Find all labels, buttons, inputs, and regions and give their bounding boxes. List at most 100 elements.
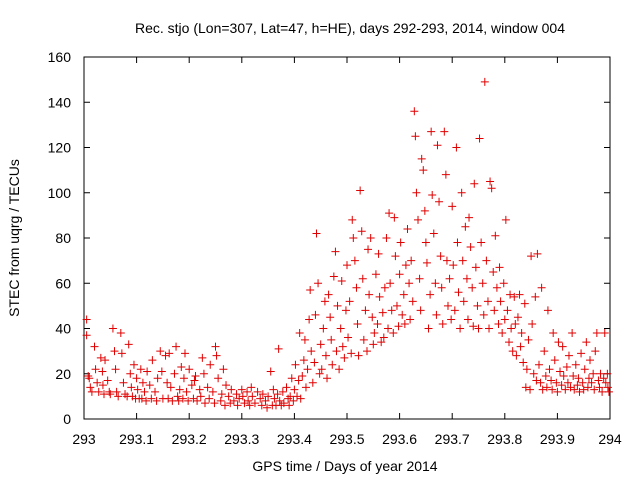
data-point bbox=[604, 387, 613, 396]
data-point bbox=[279, 399, 288, 408]
data-point bbox=[189, 394, 198, 403]
data-point bbox=[526, 385, 535, 394]
data-point bbox=[557, 381, 566, 390]
data-point bbox=[399, 290, 408, 299]
data-point bbox=[390, 213, 399, 222]
x-axis-label: GPS time / Days of year 2014 bbox=[252, 458, 437, 474]
data-point bbox=[327, 335, 336, 344]
data-point bbox=[156, 347, 165, 356]
data-point bbox=[270, 394, 279, 403]
data-point bbox=[96, 353, 105, 362]
data-point bbox=[137, 394, 146, 403]
data-point bbox=[298, 372, 307, 381]
data-point bbox=[82, 315, 91, 324]
data-point bbox=[229, 396, 238, 405]
data-point bbox=[349, 234, 358, 242]
y-tick-label: 60 bbox=[55, 275, 71, 291]
data-point bbox=[317, 365, 326, 374]
data-point bbox=[121, 390, 130, 399]
data-point bbox=[536, 378, 545, 387]
data-point bbox=[132, 374, 141, 383]
data-point bbox=[391, 252, 400, 261]
data-point bbox=[512, 351, 521, 360]
data-point bbox=[411, 132, 420, 141]
data-point bbox=[547, 376, 556, 385]
data-point bbox=[482, 256, 491, 265]
data-point bbox=[507, 324, 516, 333]
data-point bbox=[528, 319, 537, 328]
y-tick-label: 80 bbox=[55, 230, 71, 246]
y-axis-label: STEC from uqrg / TECUs bbox=[6, 159, 22, 317]
data-point bbox=[180, 349, 189, 358]
x-axis: 293 293.1 293.2 293.3 293.4 293.5 293.6 293.7 29… bbox=[72, 57, 622, 447]
data-point bbox=[519, 358, 528, 367]
data-point bbox=[471, 263, 480, 272]
data-point bbox=[198, 353, 207, 362]
data-point bbox=[200, 399, 209, 408]
data-point bbox=[289, 396, 298, 405]
data-point bbox=[579, 385, 588, 394]
data-point bbox=[110, 347, 119, 356]
data-point bbox=[438, 319, 447, 328]
data-point bbox=[248, 392, 257, 401]
data-point bbox=[520, 299, 529, 308]
data-point bbox=[599, 374, 608, 383]
data-point bbox=[574, 374, 583, 383]
data-point bbox=[177, 362, 186, 371]
data-point bbox=[552, 378, 561, 387]
data-point bbox=[250, 399, 259, 408]
data-point bbox=[533, 249, 542, 258]
data-point bbox=[559, 372, 568, 381]
data-point bbox=[312, 229, 321, 238]
data-point bbox=[487, 184, 496, 193]
data-point bbox=[166, 383, 175, 392]
data-point bbox=[516, 342, 525, 351]
data-point bbox=[227, 385, 236, 394]
plot-area bbox=[83, 56, 611, 420]
data-point bbox=[449, 261, 458, 270]
data-point bbox=[179, 374, 188, 383]
data-point bbox=[368, 313, 377, 322]
data-point bbox=[480, 77, 489, 86]
data-point bbox=[216, 396, 225, 405]
chart-title: Rec. stjo (Lon=307, Lat=47, h=HE), days … bbox=[135, 20, 565, 36]
data-point bbox=[143, 367, 152, 376]
data-point bbox=[387, 306, 396, 315]
data-point bbox=[517, 329, 526, 338]
data-point bbox=[369, 340, 378, 349]
data-point bbox=[583, 383, 592, 392]
data-point bbox=[84, 372, 93, 381]
data-point bbox=[494, 319, 503, 328]
data-point bbox=[540, 347, 549, 356]
data-point bbox=[511, 319, 520, 328]
y-tick-label: 40 bbox=[55, 321, 71, 337]
data-point bbox=[398, 310, 407, 319]
data-point bbox=[457, 188, 466, 197]
data-point bbox=[429, 229, 438, 238]
data-point bbox=[433, 141, 442, 150]
data-point bbox=[205, 394, 214, 403]
data-point bbox=[427, 127, 436, 136]
data-point bbox=[305, 315, 314, 324]
data-point bbox=[437, 283, 446, 292]
data-point bbox=[558, 342, 567, 351]
data-point bbox=[415, 274, 424, 283]
data-point bbox=[353, 319, 362, 328]
data-point bbox=[306, 286, 315, 295]
data-point bbox=[340, 353, 349, 362]
data-point bbox=[140, 387, 149, 396]
data-point bbox=[203, 383, 212, 392]
data-point bbox=[465, 213, 474, 222]
data-point bbox=[232, 390, 241, 399]
data-point bbox=[323, 374, 332, 383]
data-point bbox=[142, 396, 151, 405]
data-point bbox=[356, 186, 365, 195]
data-point bbox=[274, 344, 283, 353]
data-point bbox=[348, 215, 357, 224]
data-point bbox=[412, 188, 421, 197]
data-point bbox=[582, 338, 591, 347]
data-point bbox=[374, 249, 383, 258]
data-point bbox=[199, 369, 208, 378]
data-point bbox=[206, 360, 215, 369]
data-point bbox=[561, 385, 570, 394]
